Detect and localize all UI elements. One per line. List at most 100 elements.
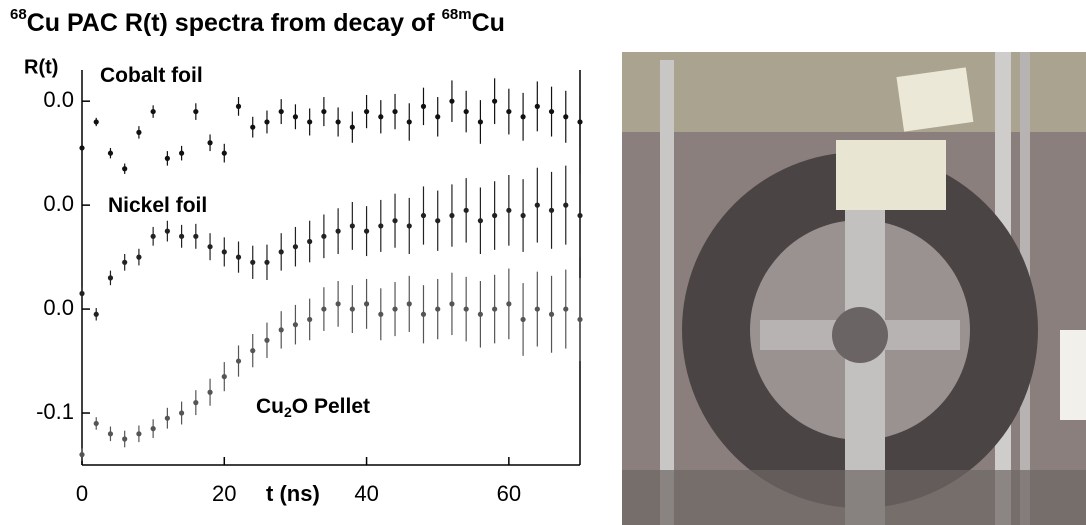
title-part: Cu: [472, 9, 505, 37]
annotation: Cobalt foil: [100, 64, 203, 87]
data-point: [563, 202, 569, 208]
data-point: [136, 129, 142, 135]
x-tick-label: 0: [76, 481, 88, 506]
data-point: [250, 348, 256, 354]
data-point: [335, 228, 341, 234]
data-point: [420, 311, 427, 317]
annotation: Nickel foil: [108, 194, 207, 217]
data-point: [492, 98, 498, 104]
data-point: [463, 306, 469, 312]
data-point: [349, 124, 355, 130]
data-point: [435, 218, 441, 224]
data-point: [577, 119, 583, 125]
data-point: [548, 108, 555, 115]
data-point: [264, 337, 270, 343]
data-point: [520, 212, 526, 219]
data-point: [349, 223, 355, 229]
data-point: [164, 415, 170, 421]
data-point: [477, 311, 483, 317]
data-point: [207, 389, 213, 395]
data-point: [136, 254, 142, 260]
data-point: [292, 322, 299, 328]
annotation-part: Nickel foil: [108, 194, 207, 217]
data-point: [207, 140, 213, 146]
data-point: [79, 145, 85, 151]
annotation-part: Cobalt foil: [100, 64, 203, 87]
title-part: 68: [10, 6, 27, 23]
chart-title: 68Cu PAC R(t) spectra from decay of 68mC…: [10, 6, 505, 37]
y-tick-label: 0.0: [43, 295, 74, 320]
annotation-part: Cu: [256, 395, 284, 418]
data-point: [107, 275, 114, 281]
data-point: [235, 103, 242, 109]
data-point: [107, 431, 114, 437]
data-point: [506, 108, 512, 115]
data-point: [93, 420, 99, 427]
data-point: [349, 306, 355, 312]
data-point: [477, 218, 483, 224]
y-tick-label: 0.0: [43, 191, 74, 216]
data-point: [449, 98, 455, 104]
data-point: [492, 306, 498, 312]
data-point: [264, 259, 270, 265]
data-point: [307, 119, 313, 125]
data-point: [235, 254, 242, 260]
data-point: [150, 426, 156, 432]
x-tick-label: 60: [497, 481, 521, 506]
data-point: [378, 223, 384, 229]
data-point: [363, 108, 370, 115]
photo: [622, 52, 1086, 525]
annotation-part: O Pellet: [292, 395, 370, 418]
data-point: [477, 119, 483, 125]
data-point: [435, 306, 441, 312]
data-point: [278, 108, 284, 115]
data-point: [392, 218, 398, 224]
data-point: [335, 301, 341, 307]
data-point: [278, 327, 284, 333]
data-point: [520, 114, 526, 120]
data-point: [420, 103, 427, 109]
data-point: [136, 431, 142, 437]
data-point: [577, 316, 583, 323]
data-point: [548, 311, 555, 317]
data-point: [534, 103, 540, 109]
data-point: [506, 301, 512, 307]
data-point: [107, 150, 114, 156]
data-point: [93, 119, 99, 125]
data-point: [292, 244, 299, 250]
data-point: [307, 316, 313, 323]
y-tick-label: -0.1: [36, 399, 74, 424]
data-point: [449, 212, 455, 219]
data-point: [264, 119, 270, 125]
data-point: [150, 108, 156, 115]
data-point: [406, 223, 412, 229]
data-point: [463, 108, 469, 115]
data-point: [164, 155, 170, 161]
x-tick-label: 20: [212, 481, 236, 506]
data-point: [193, 400, 199, 406]
title-part: Cu PAC R(t) spectra from decay of: [27, 9, 442, 37]
data-point: [363, 301, 370, 307]
data-point: [278, 249, 284, 255]
data-point: [449, 301, 455, 307]
data-point: [520, 316, 526, 323]
data-point: [378, 311, 384, 317]
data-point: [235, 358, 242, 364]
data-point: [577, 212, 583, 219]
data-point: [420, 212, 427, 219]
data-point: [193, 233, 199, 239]
data-point: [392, 306, 398, 312]
data-point: [406, 301, 412, 307]
data-point: [150, 233, 156, 239]
data-point: [292, 114, 299, 120]
data-point: [534, 306, 540, 312]
data-point: [406, 119, 412, 125]
data-point: [307, 238, 313, 245]
data-point: [548, 207, 555, 213]
data-point: [563, 114, 569, 120]
data-point: [321, 233, 327, 239]
data-point: [506, 207, 512, 213]
title-part: 68m: [442, 6, 472, 23]
data-point: [79, 452, 85, 458]
data-point: [193, 108, 199, 115]
